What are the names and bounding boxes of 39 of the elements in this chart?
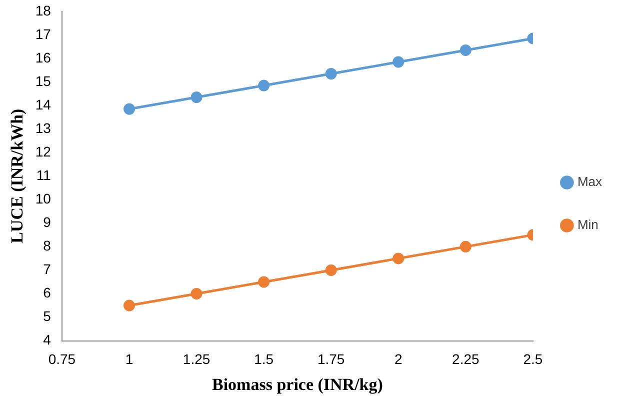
y-tick-label: 17 <box>35 26 52 42</box>
y-tick-label: 8 <box>43 238 52 254</box>
x-axis-title: Biomass price (INR/kg) <box>212 375 383 394</box>
y-tick-label: 5 <box>43 308 52 324</box>
legend-label: Max <box>577 174 602 190</box>
y-tick-label: 4 <box>43 332 52 348</box>
point <box>460 240 472 252</box>
y-tick-label: 9 <box>43 214 52 230</box>
point <box>392 56 404 68</box>
legend-label: Min <box>577 217 598 232</box>
y-tick-label: 14 <box>35 96 52 112</box>
point <box>124 300 136 312</box>
point <box>190 288 202 300</box>
point <box>190 92 202 104</box>
point <box>258 80 270 92</box>
x-tick-label: 2.5 <box>523 351 543 368</box>
x-tick-label: 1 <box>125 351 134 368</box>
y-tick-label: 7 <box>43 261 52 278</box>
point <box>392 252 404 264</box>
x-tick-label: 1.75 <box>317 351 345 368</box>
x-tick-label: 1.5 <box>254 351 274 368</box>
y-tick-label: 10 <box>35 190 52 206</box>
x-tick-label: 2.25 <box>452 351 480 368</box>
point <box>124 103 136 115</box>
y-tick-label: 13 <box>35 120 52 136</box>
y-tick-label: 15 <box>35 72 52 89</box>
point <box>325 68 337 80</box>
y-axis-title: LUCE (INR/kWh) <box>8 108 27 244</box>
y-tick-label: 6 <box>43 284 52 301</box>
point <box>460 44 472 56</box>
y-tick-label: 12 <box>35 143 52 160</box>
x-tick-label: 0.75 <box>48 351 76 368</box>
y-tick-label: 11 <box>36 166 52 183</box>
x-tick-label: 2 <box>394 351 402 368</box>
x-tick-label: 1.25 <box>182 351 210 368</box>
point <box>258 276 270 288</box>
point <box>325 264 337 276</box>
y-tick-label: 18 <box>35 2 52 18</box>
y-tick-label: 16 <box>35 49 52 66</box>
